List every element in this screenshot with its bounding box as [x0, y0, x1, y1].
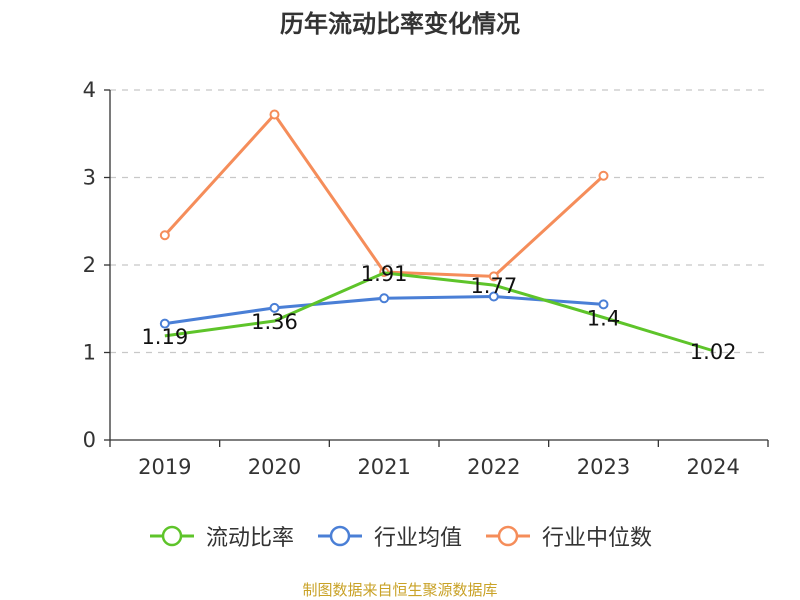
- series-point: [159, 318, 170, 329]
- series-line: [164, 271, 714, 353]
- x-tick-label: 2021: [357, 455, 410, 479]
- legend-label: 行业中位数: [542, 526, 653, 551]
- legend-label: 流动比率: [205, 526, 294, 551]
- data-label: 1.91: [361, 262, 408, 286]
- legend-symbol-icon: [149, 525, 194, 547]
- data-label-layer: 1.19 1.36 1.91 1.77 1.4 1.02: [141, 262, 736, 364]
- y-tick-label: 0: [83, 428, 96, 452]
- data-label: 1.36: [251, 310, 298, 334]
- x-tick-label: 2019: [138, 455, 191, 479]
- legend-symbol-icon: [486, 525, 530, 547]
- source-note: 制图数据来自恒生聚源数据库: [302, 581, 498, 599]
- series-line: [163, 113, 605, 278]
- x-tick-label: 2022: [467, 455, 520, 479]
- axis-layer: 0 1 2 3 4 2019 2020 2021 2022 2023 2024: [83, 78, 769, 479]
- x-tick-label: 2020: [248, 455, 301, 479]
- data-label: 1.4: [587, 307, 620, 331]
- series-point: [598, 170, 609, 181]
- series-point: [159, 230, 170, 241]
- legend-symbol-icon: [317, 525, 362, 547]
- y-tick-label: 4: [83, 78, 96, 102]
- series-point: [488, 291, 499, 302]
- series-layer: [159, 109, 714, 353]
- x-tick-label: 2023: [577, 455, 630, 479]
- y-tick-label: 2: [83, 253, 96, 277]
- series-point: [488, 271, 499, 282]
- legend: 流动比率 行业均值 行业中位数: [0, 520, 800, 552]
- grid-layer: [110, 89, 768, 354]
- data-label: 1.77: [470, 274, 517, 298]
- series-point: [598, 299, 609, 310]
- chart-title: 历年流动比率变化情况: [280, 10, 520, 38]
- series-point: [269, 109, 280, 120]
- x-tick-label: 2024: [686, 455, 739, 479]
- data-label: 1.02: [690, 340, 737, 364]
- series-point: [269, 302, 280, 313]
- data-label: 1.19: [141, 325, 188, 349]
- legend-label: 行业均值: [373, 526, 462, 551]
- series-point: [379, 293, 390, 304]
- y-tick-label: 1: [83, 341, 96, 365]
- legend-item[interactable]: 行业中位数: [484, 520, 652, 552]
- y-tick-label: 3: [83, 166, 96, 190]
- legend-item[interactable]: 流动比率: [148, 520, 294, 552]
- legend-item[interactable]: 行业均值: [316, 520, 462, 552]
